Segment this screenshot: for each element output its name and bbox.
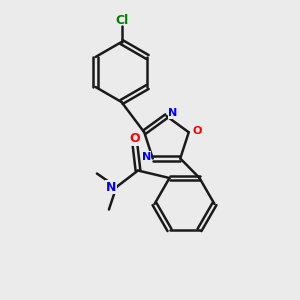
Text: N: N	[142, 152, 151, 162]
Text: O: O	[193, 126, 202, 136]
Text: N: N	[106, 181, 116, 194]
Text: O: O	[130, 132, 140, 145]
Text: Cl: Cl	[115, 14, 128, 27]
Text: N: N	[169, 108, 178, 118]
